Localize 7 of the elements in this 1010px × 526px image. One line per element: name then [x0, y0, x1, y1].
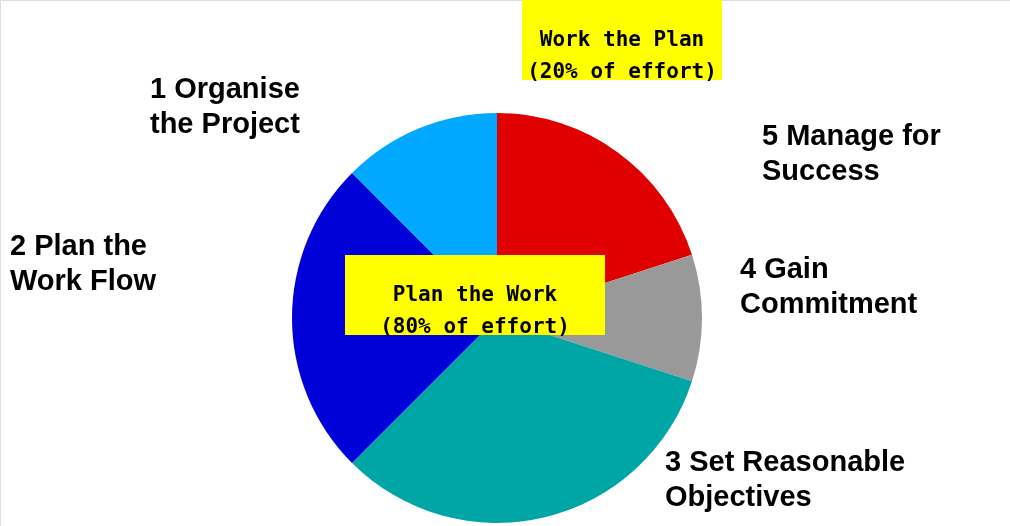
- text: Work the Plan (20% of effort): [527, 27, 717, 83]
- slice-label: 5 Manage for Success: [762, 119, 941, 186]
- text: Plan the Work (80% of effort): [380, 282, 570, 338]
- slice-label: 4 Gain Commitment: [740, 252, 918, 319]
- slice-label: 2 Plan the Work Flow: [10, 229, 157, 296]
- slice-label: 3 Set Reasonable Objectives: [665, 445, 906, 512]
- slice-label: 1 Organise the Project: [150, 72, 301, 139]
